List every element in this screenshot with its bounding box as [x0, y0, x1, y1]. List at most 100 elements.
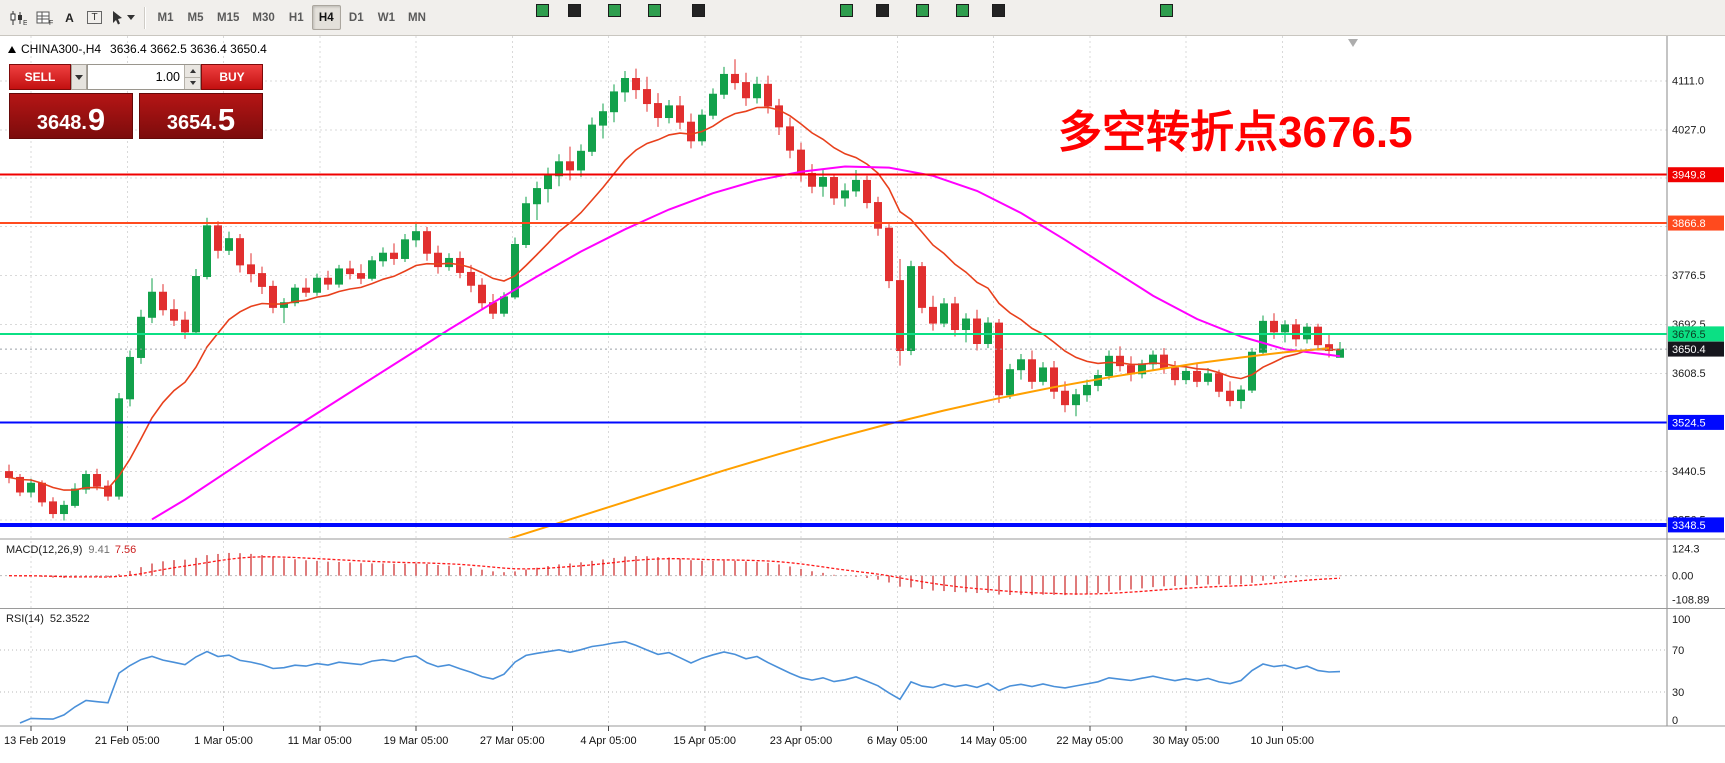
timeframe-w1[interactable]: W1: [372, 5, 401, 30]
svg-text:3608.5: 3608.5: [1672, 368, 1706, 380]
ticker-cell: [692, 4, 705, 17]
svg-text:13 Feb 2019: 13 Feb 2019: [4, 735, 66, 747]
svg-text:6 May 05:00: 6 May 05:00: [867, 735, 928, 747]
buy-price: 3654.: [166, 112, 217, 134]
ticker-cell: [1160, 4, 1173, 17]
svg-text:3776.5: 3776.5: [1672, 270, 1706, 282]
svg-text:4111.0: 4111.0: [1672, 75, 1704, 87]
rsi-levels: [0, 649, 1667, 693]
macd-axis: 124.3 0.00 -108.89: [1672, 544, 1709, 607]
svg-text:30: 30: [1672, 687, 1684, 699]
svg-text:70: 70: [1672, 645, 1684, 657]
ticker-cell: [608, 4, 621, 17]
timeframe-m1[interactable]: M1: [151, 5, 180, 30]
buy-price-button[interactable]: 3654. 5: [139, 93, 263, 139]
svg-text:23 Apr 05:00: 23 Apr 05:00: [770, 735, 832, 747]
timeframe-m30[interactable]: M30: [246, 5, 280, 30]
bar-shift-marker-icon[interactable]: [1348, 39, 1358, 47]
svg-text:4 Apr 05:00: 4 Apr 05:00: [580, 735, 636, 747]
svg-text:14 May 05:00: 14 May 05:00: [960, 735, 1027, 747]
pivot-annotation: 多空转折点3676.5: [1058, 108, 1413, 157]
macd-signal-line: [8, 556, 1341, 595]
toolbar-separator: [144, 6, 146, 29]
timeframe-mn[interactable]: MN: [402, 5, 432, 30]
svg-text:15 Apr 05:00: 15 Apr 05:00: [674, 735, 736, 747]
timeframe-h4[interactable]: H4: [311, 5, 341, 30]
timeframe-d1[interactable]: D1: [342, 5, 371, 30]
toolbar: E F A T M1 M5 M15 M30 H1 H4 D1 W1 MN: [0, 0, 1725, 36]
svg-text:11 Mar 05:00: 11 Mar 05:00: [288, 735, 352, 747]
one-click-trading-panel: SELL 1.00 BUY 3648. 9 3654. 5: [9, 64, 263, 139]
cursor-tool-dropdown[interactable]: [107, 5, 139, 30]
svg-text:3949.8: 3949.8: [1672, 170, 1706, 182]
grid-icon: F: [36, 11, 53, 26]
order-type-dropdown[interactable]: [71, 64, 87, 90]
rsi-label: RSI(14) 52.3522: [6, 613, 90, 625]
sell-button[interactable]: SELL: [9, 64, 71, 90]
sell-price: 3648.: [36, 112, 87, 134]
svg-text:1 Mar 05:00: 1 Mar 05:00: [194, 735, 253, 747]
svg-text:3866.8: 3866.8: [1672, 218, 1706, 230]
ma-fast-red: [8, 106, 1341, 491]
time-axis[interactable]: 13 Feb 2019 21 Feb 05:00 1 Mar 05:00 11 Mar…: [4, 726, 1314, 747]
caret-down-icon: [189, 81, 196, 86]
sell-price-button[interactable]: 3648. 9: [9, 93, 133, 139]
text-box-icon: T: [87, 11, 102, 24]
svg-text:0.00: 0.00: [1672, 571, 1693, 583]
volume-stepper: [184, 65, 200, 89]
svg-text:3524.5: 3524.5: [1672, 417, 1706, 429]
chevron-down-icon: [127, 15, 135, 20]
svg-text:F: F: [49, 20, 53, 26]
timeframe-m15[interactable]: M15: [211, 5, 245, 30]
chart-type-icon[interactable]: E: [5, 5, 31, 30]
svg-text:30 May 05:00: 30 May 05:00: [1153, 735, 1220, 747]
svg-text:27 Mar 05:00: 27 Mar 05:00: [480, 735, 545, 747]
ticker-cell: [648, 4, 661, 17]
text-label-tool[interactable]: A: [57, 5, 82, 30]
symbol-name: CHINA300-,H4: [21, 42, 102, 56]
ticker-cell: [916, 4, 929, 17]
chevron-down-icon: [75, 74, 83, 80]
ticker-cell: [876, 4, 889, 17]
svg-text:100: 100: [1672, 614, 1690, 626]
svg-text:3348.5: 3348.5: [1672, 520, 1706, 532]
svg-text:22 May 05:00: 22 May 05:00: [1056, 735, 1123, 747]
volume-decrease-button[interactable]: [185, 77, 200, 89]
indicator-list-icon[interactable]: F: [31, 5, 57, 30]
ma-slow-orange: [507, 347, 1330, 538]
timeframe-h1[interactable]: H1: [282, 5, 311, 30]
buy-price-pips: 5: [217, 101, 236, 137]
buy-button[interactable]: BUY: [201, 64, 263, 90]
timeframe-group: M1 M5 M15 M30 H1 H4 D1 W1 MN: [151, 5, 432, 30]
rsi-line: [19, 640, 1341, 724]
svg-text:21 Feb 05:00: 21 Feb 05:00: [95, 735, 160, 747]
volume-field[interactable]: 1.00: [87, 64, 201, 90]
ohlc-values: 3636.4 3662.5 3636.4 3650.4: [110, 42, 267, 56]
volume-value[interactable]: 1.00: [155, 70, 180, 84]
ma-mid-magenta: [151, 165, 1341, 521]
ticker-cell: [536, 4, 549, 17]
svg-text:19 Mar 05:00: 19 Mar 05:00: [384, 735, 449, 747]
macd-label: MACD(12,26,9) 9.41 7.56: [6, 544, 137, 556]
svg-text:4027.0: 4027.0: [1672, 124, 1706, 136]
timeframe-m5[interactable]: M5: [181, 5, 210, 30]
svg-text:-108.89: -108.89: [1672, 594, 1709, 606]
ticker-cell: [992, 4, 1005, 17]
volume-increase-button[interactable]: [185, 65, 200, 78]
horizontal-levels[interactable]: [0, 173, 1667, 527]
price-axis: 4111.04027.03776.53692.53608.53440.53356…: [1666, 36, 1724, 726]
svg-text:3676.5: 3676.5: [1672, 329, 1706, 341]
collapse-panel-icon[interactable]: [8, 45, 16, 53]
candlestick-chart-icon: E: [10, 10, 27, 26]
ticker-cell: [956, 4, 969, 17]
text-box-tool[interactable]: T: [82, 5, 107, 30]
rsi-axis: 100 70 30 0: [1672, 614, 1690, 727]
ticker-cell: [840, 4, 853, 17]
caret-up-icon: [189, 68, 196, 73]
svg-text:3650.4: 3650.4: [1672, 344, 1706, 356]
macd-histogram: [19, 552, 1341, 596]
svg-text:10 Jun 05:00: 10 Jun 05:00: [1250, 735, 1314, 747]
sell-price-pips: 9: [87, 101, 106, 137]
